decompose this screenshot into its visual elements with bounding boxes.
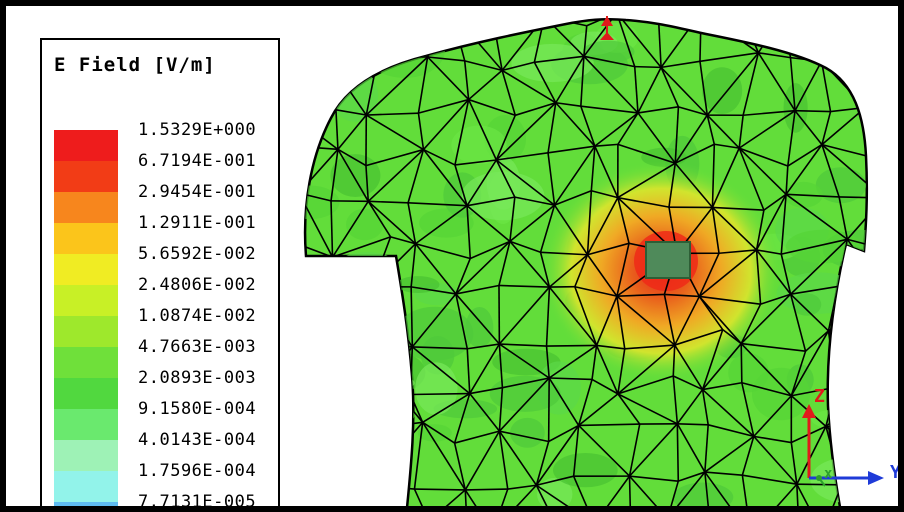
- z-axis-arrow-icon: [802, 404, 816, 418]
- legend-value: 5.6592E-002: [138, 244, 257, 264]
- legend-swatch: [54, 378, 118, 409]
- legend-value: 4.7663E-003: [138, 337, 257, 357]
- legend-swatch: [54, 254, 118, 285]
- legend-title: E Field [V/m]: [54, 54, 216, 76]
- torso-model: [303, 16, 869, 506]
- top-marker-icon: [600, 16, 614, 40]
- legend-value: 1.0874E-002: [138, 306, 257, 326]
- legend-value: 1.5329E+000: [138, 120, 257, 140]
- legend-swatch: [54, 130, 118, 161]
- legend-value: 2.0893E-003: [138, 368, 257, 388]
- color-legend: E Field [V/m] 1.5329E+000 6.7194E-001 2.94…: [40, 38, 280, 512]
- axis-triad: Z Y x: [802, 386, 901, 487]
- legend-swatch: [54, 316, 118, 347]
- legend-value: 4.0143E-004: [138, 430, 257, 450]
- legend-swatch: [54, 347, 118, 378]
- legend-value: 1.2911E-001: [138, 213, 257, 233]
- legend-swatch: [54, 502, 118, 506]
- legend-swatch: [54, 161, 118, 192]
- x-axis-label: x: [824, 466, 833, 482]
- legend-value: 1.7596E-004: [138, 461, 257, 481]
- y-axis-arrow-icon: [868, 471, 884, 485]
- legend-value: 9.1580E-004: [138, 399, 257, 419]
- legend-swatch: [54, 223, 118, 254]
- legend-value: 7.7131E-005: [138, 492, 257, 512]
- z-axis-label: Z: [814, 386, 825, 407]
- legend-swatch: [54, 409, 118, 440]
- legend-swatch: [54, 440, 118, 471]
- legend-value: 2.9454E-001: [138, 182, 257, 202]
- legend-swatch: [54, 285, 118, 316]
- torso-field-plot[interactable]: Z Y x: [6, 6, 904, 512]
- y-axis-label: Y: [890, 462, 901, 483]
- legend-value: 6.7194E-001: [138, 151, 257, 171]
- legend-value: 2.4806E-002: [138, 275, 257, 295]
- antenna-patch[interactable]: [645, 241, 691, 279]
- legend-swatch: [54, 192, 118, 223]
- legend-swatch: [54, 471, 118, 502]
